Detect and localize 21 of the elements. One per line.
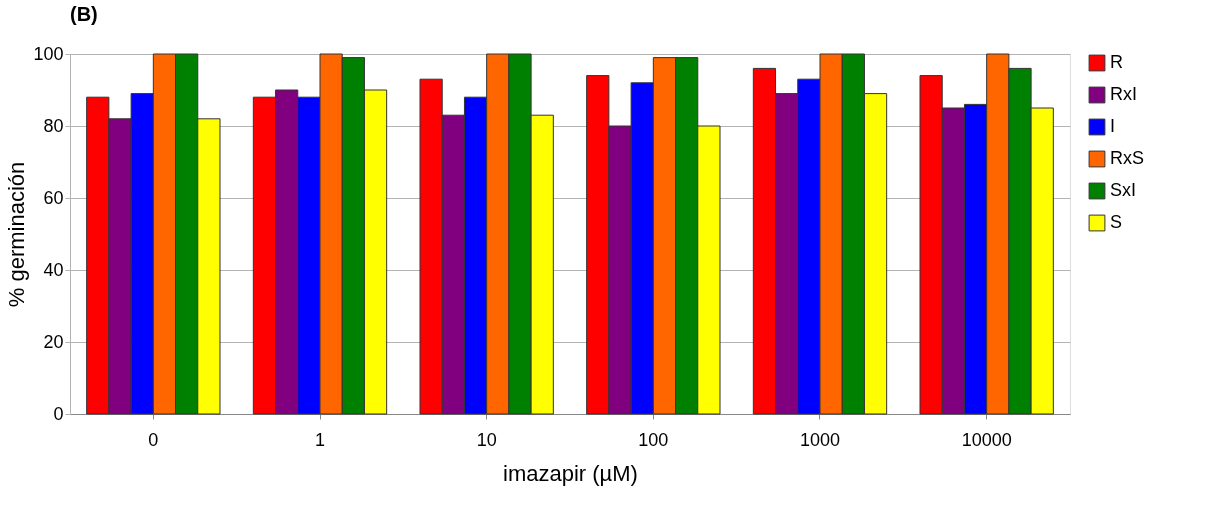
x-tick-label: 1 [314,429,326,450]
x-tick-label: 100 [638,429,669,450]
y-tick-label: 20 [43,331,64,352]
legend-label: RxI [1110,84,1137,104]
y-tick-label: 80 [43,115,64,136]
legend-label: I [1110,116,1116,136]
x-tick-label: 1000 [799,429,841,450]
legend-label: S [1110,212,1123,232]
y-tick-label: 40 [43,259,64,280]
legend-label: RxS [1110,148,1145,168]
x-tick-label: 0 [148,429,159,450]
legend-label: SxI [1110,180,1137,200]
x-tick-label: 10000 [961,429,1012,450]
chart-title: (B) [70,3,98,25]
x-axis-title: imazapir (µM) [503,460,638,486]
y-tick-label: 100 [33,43,64,64]
y-tick-label: 0 [53,403,64,424]
y-tick-label: 60 [43,187,64,208]
y-axis-title: % germinación [4,161,30,308]
x-tick-label: 10 [476,429,497,450]
legend-label: R [1110,52,1123,72]
